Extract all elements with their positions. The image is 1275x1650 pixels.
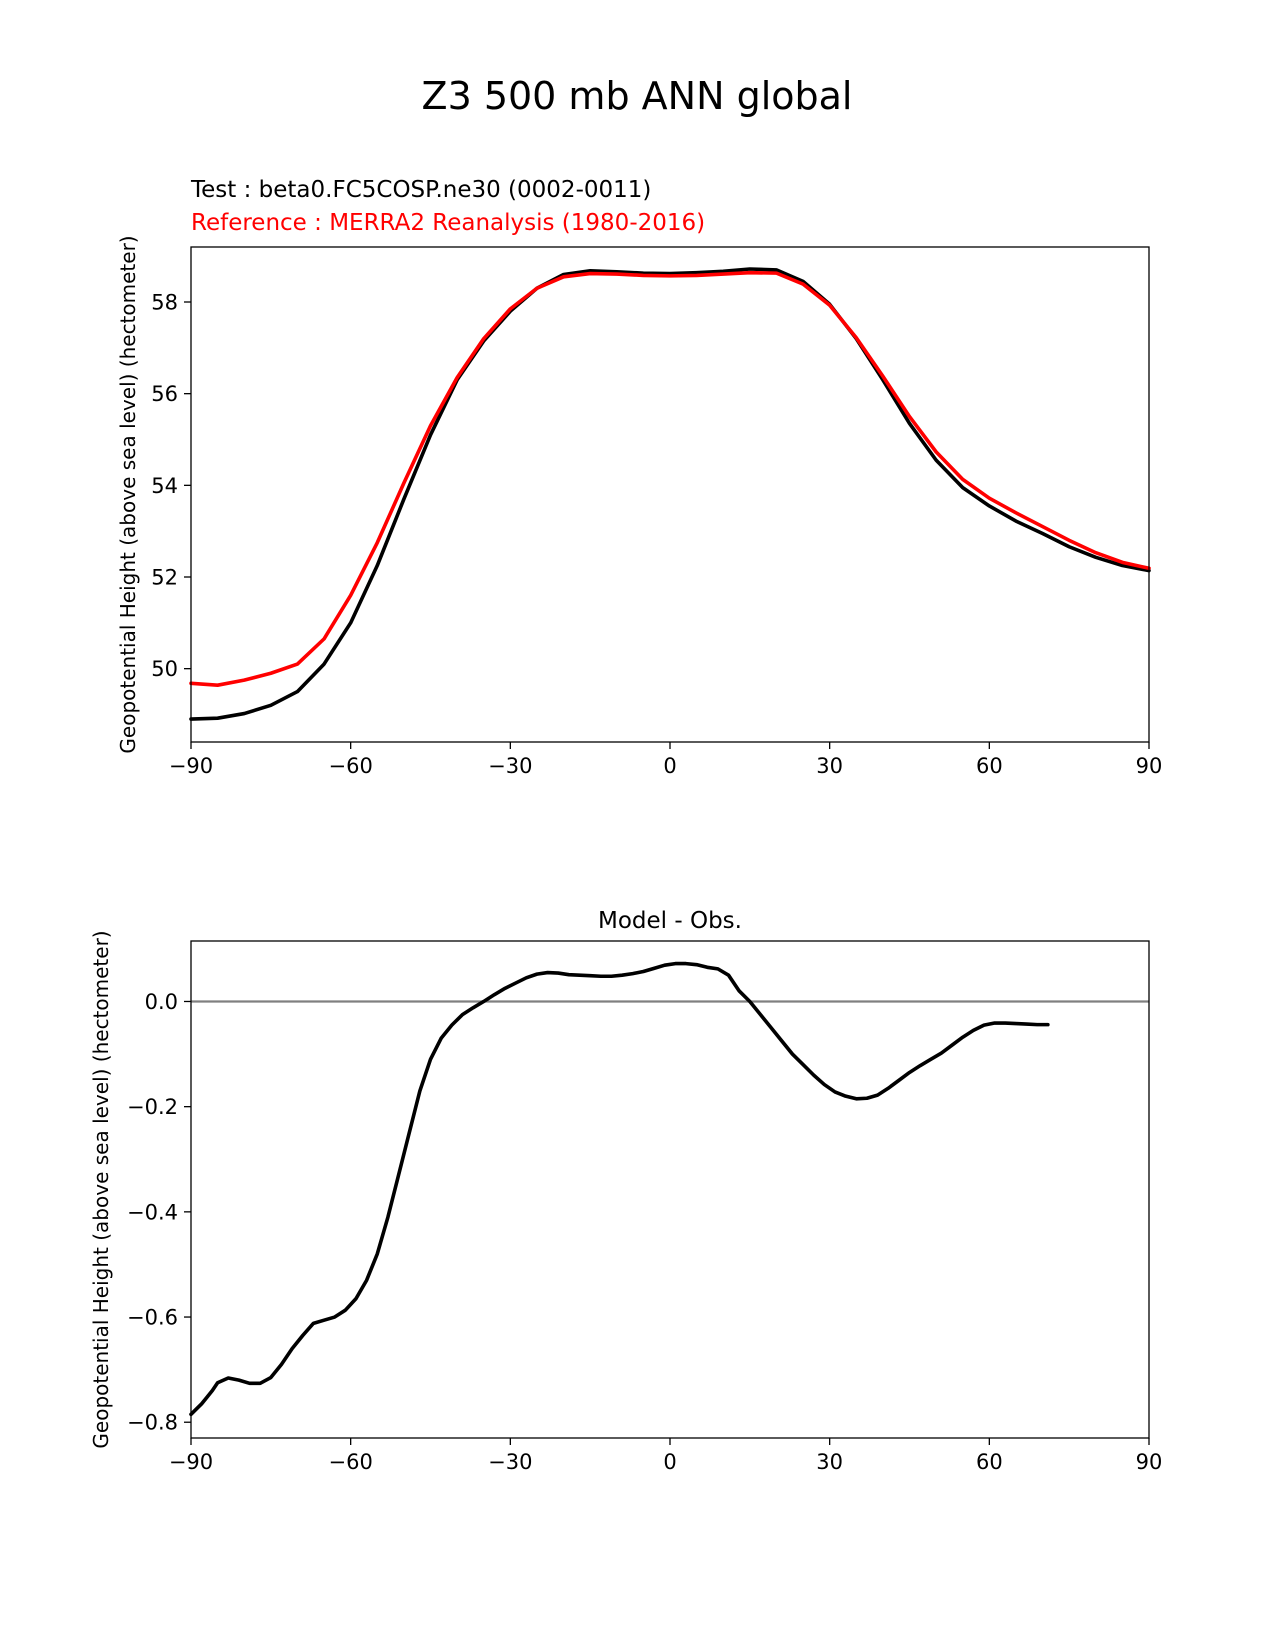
difference-y-tick-label: −0.8 [127,1411,178,1435]
top-y-tick-label: 50 [151,657,178,681]
top-x-tick-label: 90 [1136,754,1163,778]
difference-chart-title: Model - Obs. [598,908,742,934]
difference-ticks: −90 −60 −30 0 30 60 90 0.0 −0.2 −0.4 −0.6 −0.8 [127,990,1162,1474]
difference-x-tick-label: 60 [976,1450,1003,1474]
top-ticks: −90 −60 −30 0 30 60 90 50 52 54 56 58 [151,291,1162,779]
top-x-tick-label: −90 [169,754,213,778]
top-y-tick-label: 52 [151,566,178,590]
difference-series-layer [189,961,1050,1417]
test-legend-label: Test : beta0.FC5COSP.ne30 (0002-0011) [190,177,651,203]
difference-x-tick-label: −60 [329,1450,373,1474]
difference-plot-frame [190,940,1150,1439]
difference-series-model-obs [189,961,1050,1417]
difference-x-tick-label: 0 [663,1450,676,1474]
top-y-tick-label: 58 [151,291,178,315]
difference-y-tick-label: −0.4 [127,1200,178,1224]
difference-y-axis-label: Geopotential Height (above sea level) (h… [89,930,113,1448]
difference-y-tick-label: −0.6 [127,1306,178,1330]
reference-legend-label: Reference : MERRA2 Reanalysis (1980-2016… [191,210,705,236]
difference-x-tick-label: −30 [488,1450,532,1474]
top-x-tick-label: 0 [663,754,676,778]
difference-chart: Model - Obs. −90 −60 −30 0 30 60 90 0.0 −0.2 −0.4… [89,908,1162,1474]
difference-x-tick-label: 30 [816,1450,843,1474]
top-y-tick-label: 56 [151,382,178,406]
top-y-tick-label: 54 [151,474,178,498]
difference-y-tick-label: −0.2 [127,1095,178,1119]
top-y-axis-label: Geopotential Height (above sea level) (h… [116,235,140,753]
top-chart: Test : beta0.FC5COSP.ne30 (0002-0011) Re… [116,177,1162,778]
top-x-tick-label: −30 [488,754,532,778]
top-x-tick-label: 60 [976,754,1003,778]
difference-x-tick-label: −90 [169,1450,213,1474]
top-plot-frame [190,246,1150,743]
top-series-layer [189,267,1151,721]
difference-y-tick-label: 0.0 [145,990,178,1014]
top-x-tick-label: 30 [816,754,843,778]
top-series-test [189,267,1151,721]
figure-title: Z3 500 mb ANN global [422,74,853,118]
difference-x-tick-label: 90 [1136,1450,1163,1474]
top-x-tick-label: −60 [329,754,373,778]
top-series-reference [189,270,1151,687]
